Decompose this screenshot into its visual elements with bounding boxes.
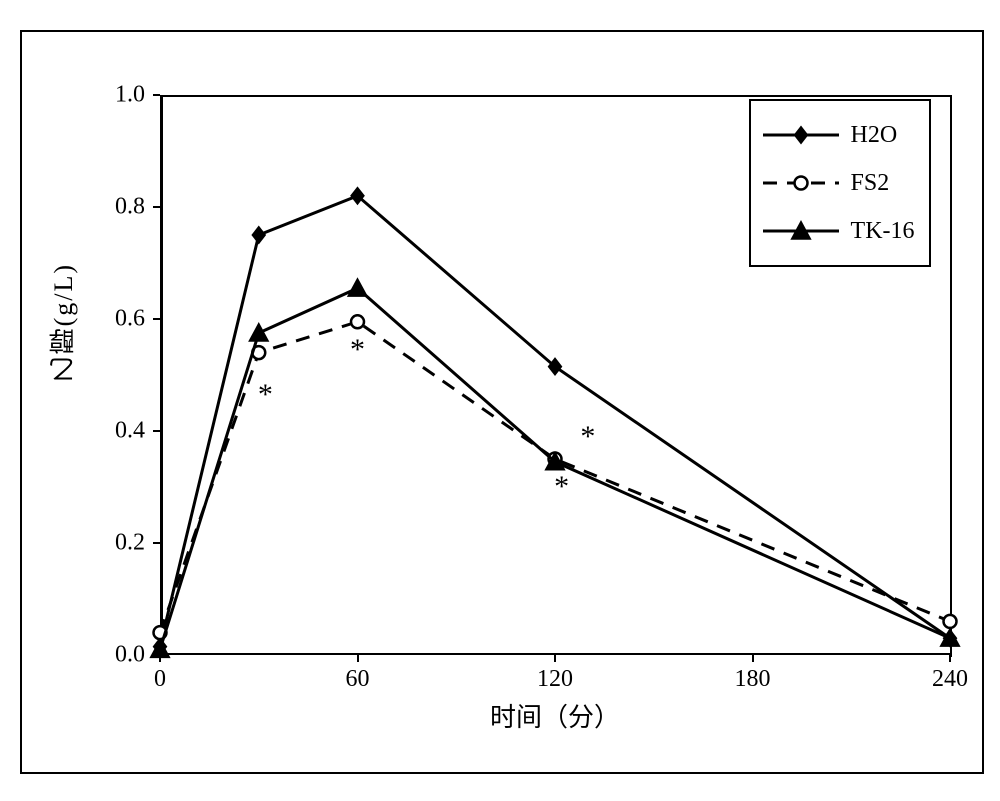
- legend-sample: [761, 215, 841, 247]
- y-tick: [153, 94, 160, 96]
- y-tick: [153, 318, 160, 320]
- y-tick-label: 0.8: [93, 194, 145, 221]
- significance-star: *: [580, 420, 595, 454]
- x-tick: [159, 655, 161, 662]
- significance-star: *: [554, 470, 569, 504]
- marker-TK-16: [249, 324, 268, 341]
- legend-sample: [761, 119, 841, 151]
- significance-star: *: [258, 378, 273, 412]
- y-tick-label: 0.2: [93, 530, 145, 557]
- x-tick-label: 0: [154, 666, 166, 693]
- x-axis-label: 时间（分）: [490, 697, 620, 734]
- legend-label: TK-16: [851, 218, 915, 245]
- x-tick: [752, 655, 754, 662]
- y-tick-label: 0.0: [93, 642, 145, 669]
- marker-H2O: [252, 227, 265, 243]
- y-axis-label: 乙醇(g/L): [45, 263, 82, 382]
- legend-row-TK-16: TK-16: [761, 207, 915, 255]
- y-tick: [153, 206, 160, 208]
- x-tick: [949, 655, 951, 662]
- y-tick-label: 0.4: [93, 418, 145, 445]
- marker-FS2: [944, 615, 957, 628]
- legend-row-FS2: FS2: [761, 159, 915, 207]
- x-tick-label: 240: [932, 666, 968, 693]
- marker-FS2: [351, 315, 364, 328]
- y-tick-label: 0.6: [93, 306, 145, 333]
- marker-TK-16: [348, 279, 367, 296]
- significance-star: *: [350, 333, 365, 367]
- y-tick-label: 1.0: [93, 82, 145, 109]
- legend: H2O FS2 TK-16: [749, 99, 931, 267]
- x-tick: [357, 655, 359, 662]
- figure-container: { "chart": { "type": "line", "frame": { …: [0, 0, 1000, 801]
- x-tick: [554, 655, 556, 662]
- y-tick: [153, 542, 160, 544]
- x-tick-label: 60: [346, 666, 370, 693]
- x-tick-label: 180: [735, 666, 771, 693]
- x-tick-label: 120: [537, 666, 573, 693]
- y-tick: [153, 430, 160, 432]
- legend-label: H2O: [851, 122, 898, 149]
- legend-row-H2O: H2O: [761, 111, 915, 159]
- legend-sample: [761, 167, 841, 199]
- legend-label: FS2: [851, 170, 890, 197]
